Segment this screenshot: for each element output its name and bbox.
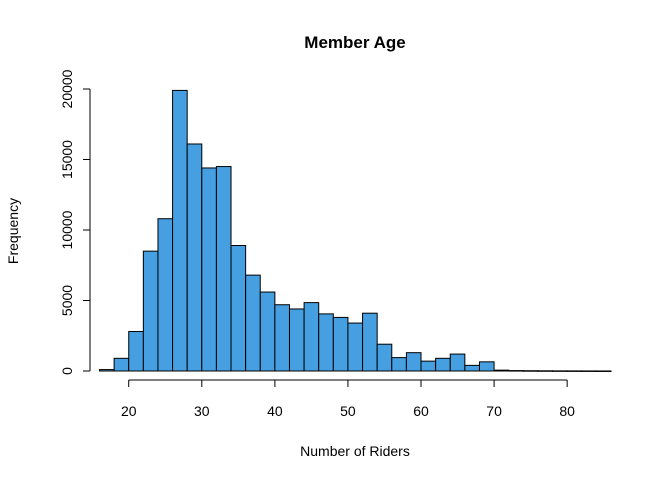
histogram-bar bbox=[259, 291, 276, 372]
histogram-bar bbox=[303, 302, 320, 372]
histogram-bar bbox=[142, 250, 159, 372]
histogram-bar bbox=[128, 331, 144, 372]
histogram-bar bbox=[581, 370, 597, 372]
y-axis-label: Frequency bbox=[5, 198, 21, 264]
histogram-bars bbox=[99, 89, 612, 372]
histogram-bar bbox=[464, 364, 480, 372]
histogram-bar bbox=[347, 322, 364, 372]
histogram-bar bbox=[449, 353, 466, 372]
y-axis: 0 5000 10000 15000 20000 bbox=[59, 69, 91, 375]
y-tick-label: 10000 bbox=[59, 210, 75, 249]
histogram-bar bbox=[318, 313, 334, 372]
y-tick-label: 15000 bbox=[59, 140, 75, 179]
histogram-bar bbox=[172, 89, 188, 372]
histogram-bar bbox=[420, 360, 437, 372]
histogram-bar bbox=[508, 370, 524, 372]
x-tick-label: 50 bbox=[340, 403, 356, 419]
histogram-bar bbox=[362, 312, 378, 372]
histogram-bar bbox=[113, 357, 130, 372]
histogram-bar bbox=[99, 369, 115, 372]
x-tick-label: 30 bbox=[194, 403, 210, 419]
x-tick-label: 60 bbox=[413, 403, 429, 419]
histogram-bar bbox=[391, 357, 407, 372]
histogram-bar bbox=[478, 361, 495, 372]
histogram-bar bbox=[215, 166, 232, 372]
histogram-bar bbox=[522, 370, 539, 372]
histogram-bar bbox=[157, 218, 174, 372]
x-tick-label: 70 bbox=[486, 403, 502, 419]
histogram-bar bbox=[552, 370, 568, 372]
y-tick-label: 20000 bbox=[59, 69, 75, 108]
chart-title: Member Age bbox=[304, 33, 405, 52]
histogram-bar bbox=[493, 369, 510, 372]
histogram-bar bbox=[566, 370, 583, 372]
histogram-bar bbox=[537, 370, 554, 372]
histogram-bar bbox=[274, 304, 290, 372]
y-tick-label: 0 bbox=[59, 367, 75, 375]
histogram-bar bbox=[376, 343, 393, 372]
histogram-bar bbox=[332, 316, 349, 372]
histogram-bar bbox=[230, 245, 247, 372]
x-tick-label: 20 bbox=[121, 403, 137, 419]
histogram-bar bbox=[288, 308, 305, 372]
x-tick-label: 80 bbox=[559, 403, 575, 419]
histogram-bar bbox=[595, 370, 612, 372]
histogram-bar bbox=[186, 143, 203, 372]
y-tick-label: 5000 bbox=[59, 285, 75, 316]
histogram-bar bbox=[405, 352, 422, 372]
x-axis-label: Number of Riders bbox=[300, 443, 410, 459]
histogram-bar bbox=[201, 167, 217, 372]
histogram-bar bbox=[245, 274, 261, 372]
histogram-bar bbox=[435, 357, 451, 372]
x-tick-label: 40 bbox=[267, 403, 283, 419]
x-axis: 20 30 40 50 60 70 80 bbox=[121, 379, 575, 419]
